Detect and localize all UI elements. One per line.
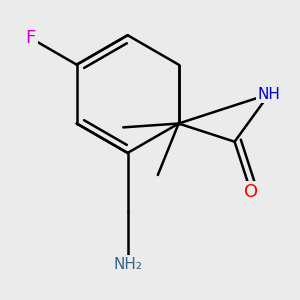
Text: F: F [26, 29, 36, 47]
Text: O: O [244, 183, 258, 201]
Text: NH₂: NH₂ [113, 257, 142, 272]
Text: NH: NH [258, 87, 280, 102]
